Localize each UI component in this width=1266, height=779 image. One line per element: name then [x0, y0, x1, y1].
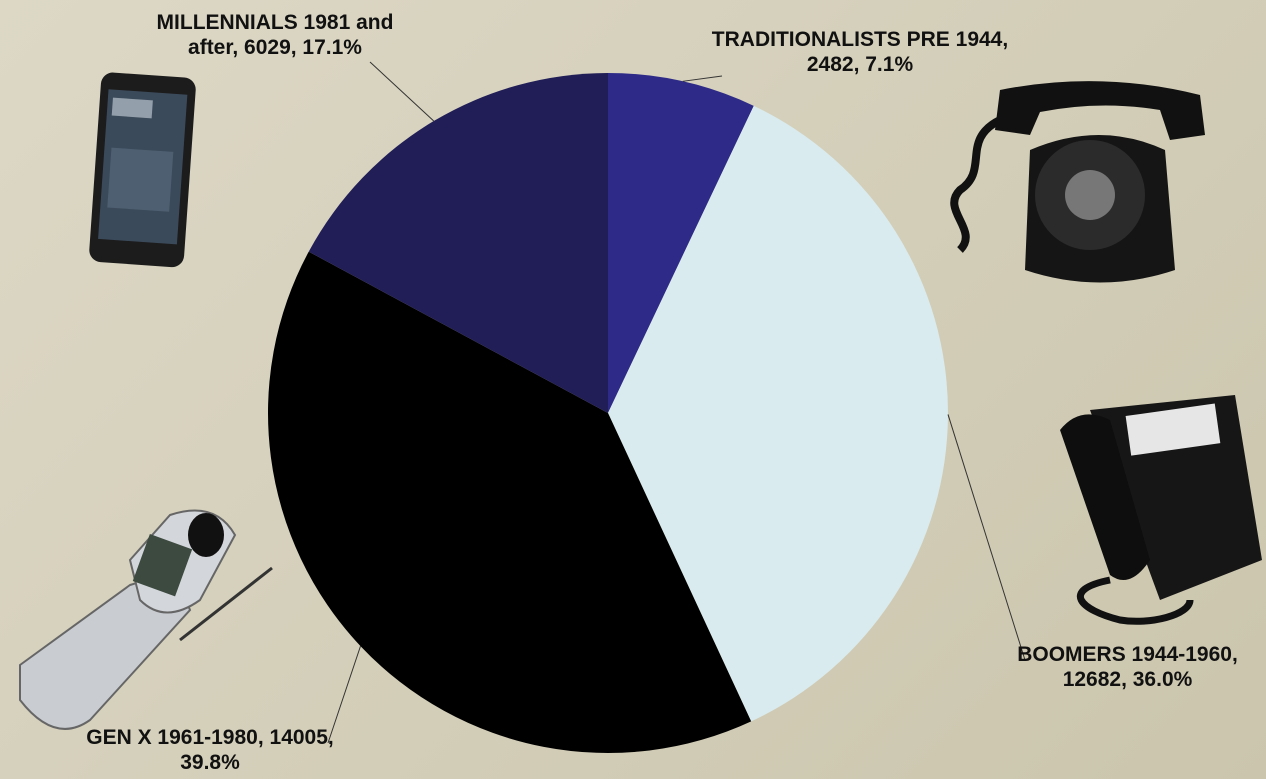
data-label: TRADITIONALISTS PRE 1944, 2482, 7.1% [700, 27, 1020, 77]
leader-line [948, 414, 1025, 660]
data-label: BOOMERS 1944-1960, 12682, 36.0% [1000, 642, 1255, 692]
page: TRADITIONALISTS PRE 1944, 2482, 7.1% BOOM… [0, 0, 1266, 779]
rotary-phone-image [954, 81, 1205, 282]
desk-phone-image [1060, 395, 1262, 621]
data-label: GEN X 1961-1980, 14005, 39.8% [75, 725, 345, 775]
smartphone-image [88, 72, 196, 268]
leader-line [370, 62, 434, 121]
flip-phone-image [20, 511, 272, 729]
data-label: MILLENNIALS 1981 and after, 6029, 17.1% [130, 10, 420, 60]
